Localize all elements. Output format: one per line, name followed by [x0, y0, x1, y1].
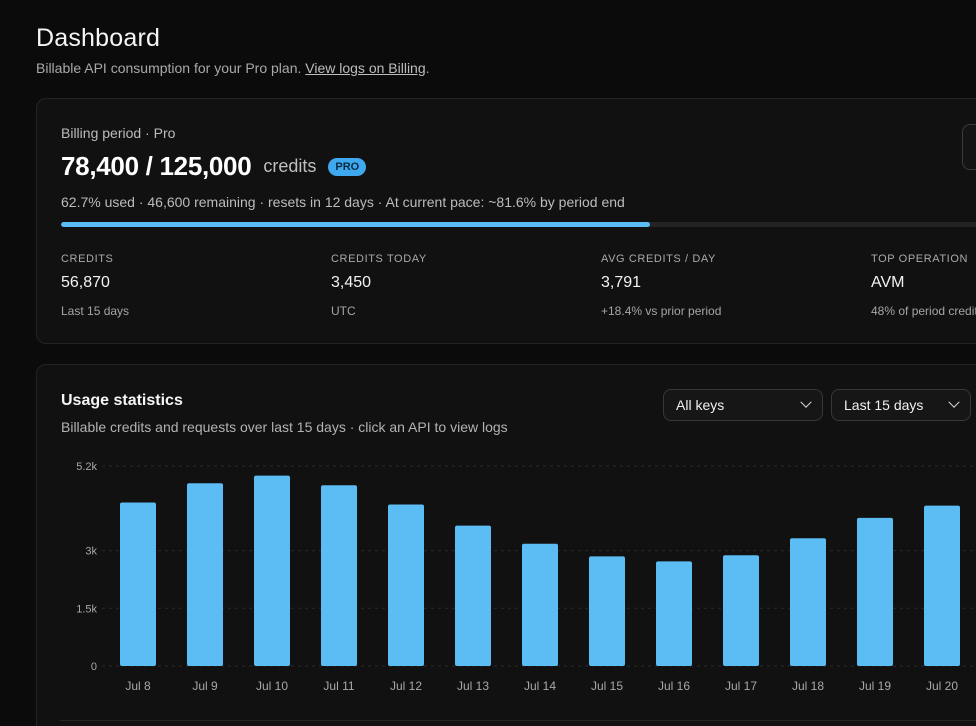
stat-top-operation: TOP OPERATION AVM 48% of period credits — [871, 253, 976, 318]
subtitle-text: Billable API consumption for your Pro pl… — [36, 60, 306, 76]
x-tick-label: Jul 16 — [658, 679, 690, 693]
page-title: Dashboard — [36, 24, 161, 52]
bar-jul-18[interactable] — [790, 538, 826, 666]
x-tick-label: Jul 18 — [792, 679, 824, 693]
bar-jul-10[interactable] — [254, 475, 290, 666]
keys-select[interactable]: All keys — [663, 389, 823, 421]
bar-jul-11[interactable] — [321, 485, 357, 666]
usage-progress-fill — [61, 222, 651, 227]
keys-select-value: All keys — [676, 397, 725, 413]
stat-label: CREDITS TODAY — [331, 253, 427, 265]
bar-jul-16[interactable] — [656, 561, 692, 666]
usage-summary: 62.7% used · 46,600 remaining · resets i… — [61, 194, 625, 210]
stat-value: 56,870 — [61, 274, 110, 291]
stat-value: AVM — [871, 274, 905, 291]
y-tick-label: 3k — [85, 546, 97, 558]
y-tick-label: 1.5k — [76, 603, 97, 615]
stat-label: CREDITS — [61, 253, 114, 265]
credits-line: 78,400 / 125,000 credits PRO — [61, 151, 367, 182]
billing-logs-link[interactable]: View logs on Billing — [305, 60, 426, 76]
stat-sub: Last 15 days — [61, 304, 130, 318]
credits-unit: credits — [263, 156, 317, 176]
billing-period-label: Billing period · Pro — [61, 125, 176, 141]
stat-sub: UTC — [331, 304, 356, 318]
range-select-value: Last 15 days — [844, 397, 924, 413]
usage-subtitle: Billable credits and requests over last … — [61, 419, 508, 435]
stat-label: AVG CREDITS / DAY — [601, 253, 716, 265]
plan-badge: PRO — [328, 157, 367, 176]
y-tick-label: 5.2k — [76, 461, 97, 473]
x-tick-label: Jul 15 — [591, 679, 623, 693]
stat-value: 3,791 — [601, 274, 642, 291]
page-subtitle: Billable API consumption for your Pro pl… — [36, 60, 430, 76]
billing-action-button[interactable] — [962, 124, 976, 170]
x-tick-label: Jul 20 — [926, 679, 958, 693]
bar-jul-14[interactable] — [522, 543, 558, 666]
x-tick-label: Jul 10 — [256, 679, 288, 693]
x-tick-label: Jul 14 — [524, 679, 556, 693]
stat-avg-credits: AVG CREDITS / DAY 3,791 +18.4% vs prior … — [601, 253, 871, 318]
chevron-down-icon — [948, 396, 960, 408]
divider — [60, 720, 976, 721]
x-tick-label: Jul 11 — [323, 679, 354, 693]
stat-sub: 48% of period credits — [871, 304, 976, 318]
x-tick-label: Jul 9 — [192, 679, 218, 693]
subtitle-period: . — [425, 60, 430, 76]
x-tick-label: Jul 12 — [390, 679, 422, 693]
bar-jul-12[interactable] — [388, 504, 424, 666]
stat-credits-today: CREDITS TODAY 3,450 UTC — [331, 253, 601, 318]
x-tick-label: Jul 17 — [725, 679, 757, 693]
bar-jul-13[interactable] — [455, 525, 491, 666]
bar-jul-8[interactable] — [120, 502, 156, 666]
bar-jul-19[interactable] — [857, 517, 893, 666]
x-tick-label: Jul 13 — [457, 679, 489, 693]
stat-sub: +18.4% vs prior period — [601, 304, 722, 318]
stat-credits: CREDITS 56,870 Last 15 days — [61, 253, 331, 318]
credits-used: 78,400 / 125,000 — [61, 151, 252, 181]
x-tick-label: Jul 8 — [125, 679, 151, 693]
x-tick-label: Jul 19 — [859, 679, 891, 693]
stat-value: 3,450 — [331, 274, 372, 291]
range-select[interactable]: Last 15 days — [831, 389, 971, 421]
bar-jul-15[interactable] — [589, 556, 625, 666]
bar-jul-20[interactable] — [924, 505, 960, 666]
chevron-down-icon — [800, 396, 812, 408]
usage-progress-bar — [61, 222, 976, 227]
usage-title: Usage statistics — [61, 392, 183, 409]
bar-jul-17[interactable] — [723, 555, 759, 666]
bar-jul-9[interactable] — [187, 483, 223, 666]
stats-row: CREDITS 56,870 Last 15 days CREDITS TODA… — [61, 253, 976, 318]
stat-label: TOP OPERATION — [871, 253, 969, 265]
usage-bar-chart: 0 1.5k 3k 5.2k Jul 8 Jul 9 Jul 10 Jul 11 Jul 12 J… — [76, 461, 976, 693]
y-tick-label: 0 — [91, 661, 97, 673]
billing-card: Billing period · Pro 78,400 / 125,000 cr… — [36, 98, 976, 344]
